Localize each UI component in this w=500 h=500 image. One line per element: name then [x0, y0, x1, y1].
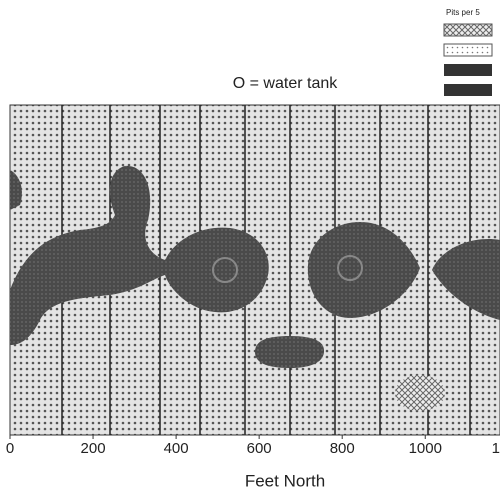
legend-swatch: [444, 64, 492, 76]
legend: Pits per 5: [443, 8, 493, 96]
x-tick-label: 400: [164, 440, 189, 457]
legend-swatch: [443, 23, 493, 37]
annotation: O = water tank: [233, 75, 338, 92]
x-tick-label: 600: [247, 440, 272, 457]
legend-title: Pits per 5: [446, 8, 480, 17]
plot-area: [9, 104, 500, 436]
legend-swatch: [444, 84, 492, 96]
density-blobs: [10, 165, 500, 368]
x-tick-label: 1200: [492, 440, 500, 457]
x-tick-label: 200: [81, 440, 106, 457]
legend-swatch: [443, 43, 493, 57]
hatched-patch: [395, 375, 445, 411]
x-axis-title: Feet North: [245, 471, 325, 490]
water-tank: [212, 257, 238, 283]
water-tank: [337, 255, 363, 281]
x-tick-label: 0: [6, 440, 14, 457]
x-tick-label: 1000: [409, 440, 442, 457]
x-tick-label: 800: [330, 440, 355, 457]
